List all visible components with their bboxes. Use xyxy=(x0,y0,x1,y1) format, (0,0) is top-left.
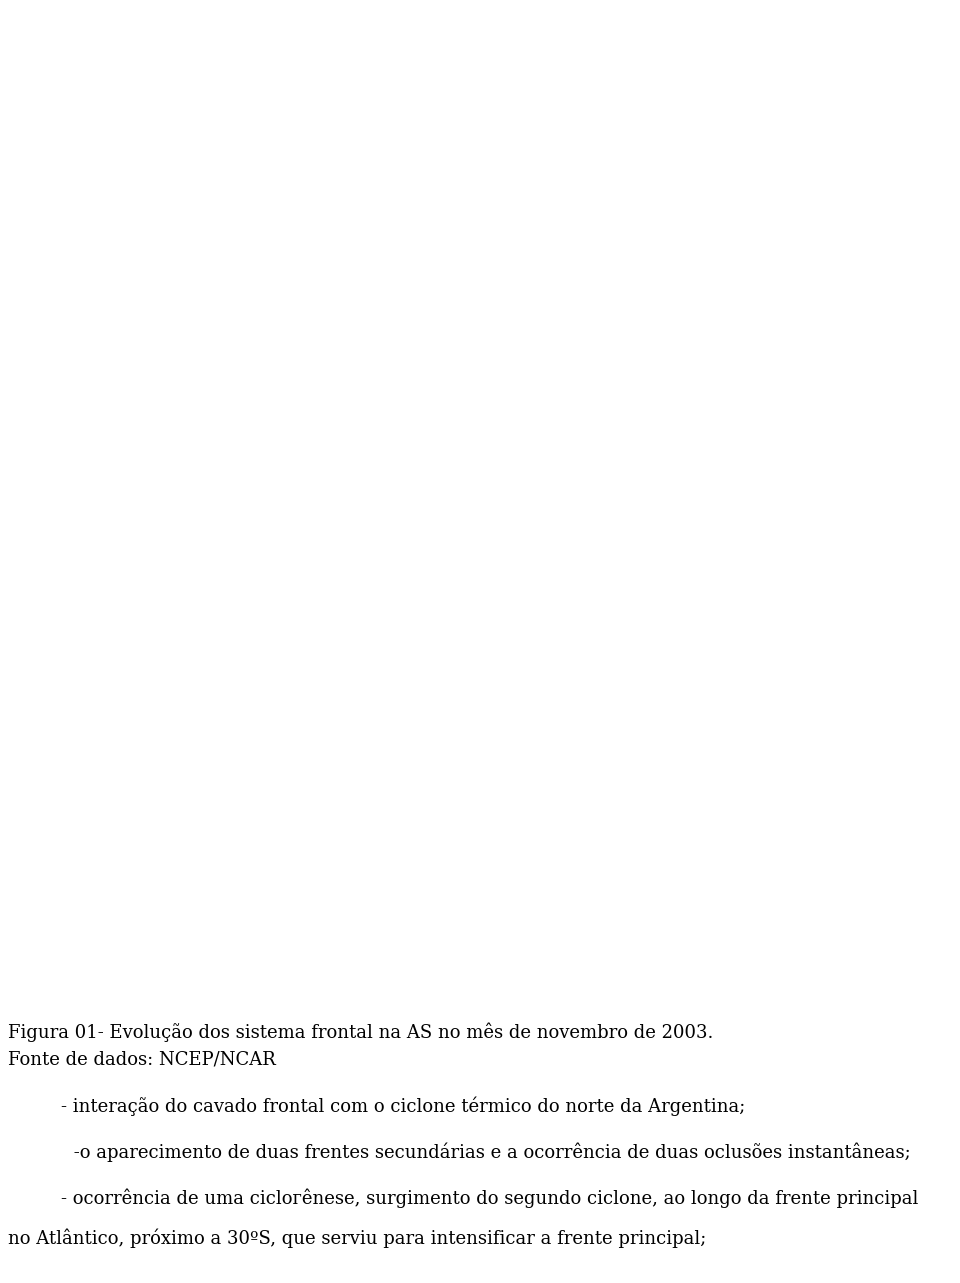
Text: no Atlântico, próximo a 30ºS, que serviu para intensificar a frente principal;: no Atlântico, próximo a 30ºS, que serviu… xyxy=(8,1228,706,1247)
Text: -o aparecimento de duas frentes secundárias e a ocorrência de duas oclusões inst: -o aparecimento de duas frentes secundár… xyxy=(45,1143,911,1162)
Text: - ocorrência de uma ciclогênese, surgimento do segundo ciclone, ao longo da fren: - ocorrência de uma ciclогênese, surgime… xyxy=(38,1188,919,1207)
Text: Fonte de dados: NCEP/NCAR: Fonte de dados: NCEP/NCAR xyxy=(8,1049,276,1067)
Text: - interação do cavado frontal com o ciclone térmico do norte da Argentina;: - interação do cavado frontal com o cicl… xyxy=(38,1097,746,1116)
Text: Figura 01- Evolução dos sistema frontal na AS no mês de novembro de 2003.: Figura 01- Evolução dos sistema frontal … xyxy=(8,1023,713,1042)
